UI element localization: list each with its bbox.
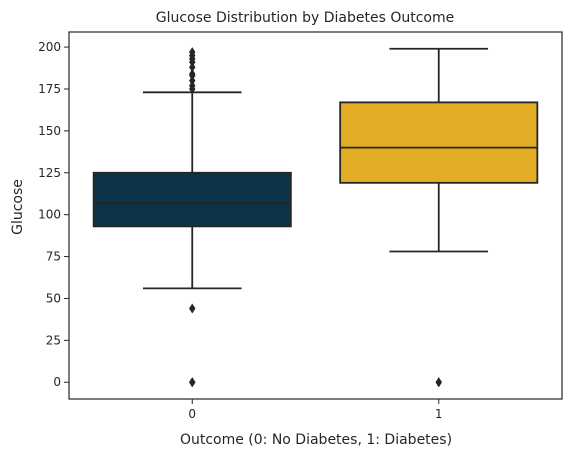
outlier-point xyxy=(189,377,196,388)
outlier-point xyxy=(189,303,196,314)
box-1 xyxy=(339,101,539,184)
y-tick-label: 100 xyxy=(38,208,61,222)
plot-frame xyxy=(68,31,563,400)
y-tick-label: 150 xyxy=(38,124,61,138)
outlier-point xyxy=(189,62,196,73)
y-tick-label: 50 xyxy=(46,291,61,305)
outlier-point xyxy=(435,377,442,388)
x-tick-label: 1 xyxy=(435,407,443,421)
y-tick-label: 75 xyxy=(46,250,61,264)
y-tick-label: 200 xyxy=(38,40,61,54)
y-tick-label: 0 xyxy=(53,375,61,389)
y-tick-label: 175 xyxy=(38,82,61,96)
outlier-point xyxy=(189,47,196,58)
y-tick-label: 125 xyxy=(38,166,61,180)
outlier-point xyxy=(189,75,196,86)
chart-title: Glucose Distribution by Diabetes Outcome xyxy=(156,10,454,26)
outlier-point xyxy=(189,80,196,91)
box-0 xyxy=(92,171,292,228)
outlier-point xyxy=(189,68,196,79)
x-axis-label: Outcome (0: No Diabetes, 1: Diabetes) xyxy=(180,432,452,448)
plot-area: 0 25 50 75 100 125 150 175 200 0 1 xyxy=(38,31,563,421)
x-tick-label: 0 xyxy=(188,407,196,421)
y-axis-label: Glucose xyxy=(10,179,26,235)
y-tick-label: 25 xyxy=(46,333,61,347)
